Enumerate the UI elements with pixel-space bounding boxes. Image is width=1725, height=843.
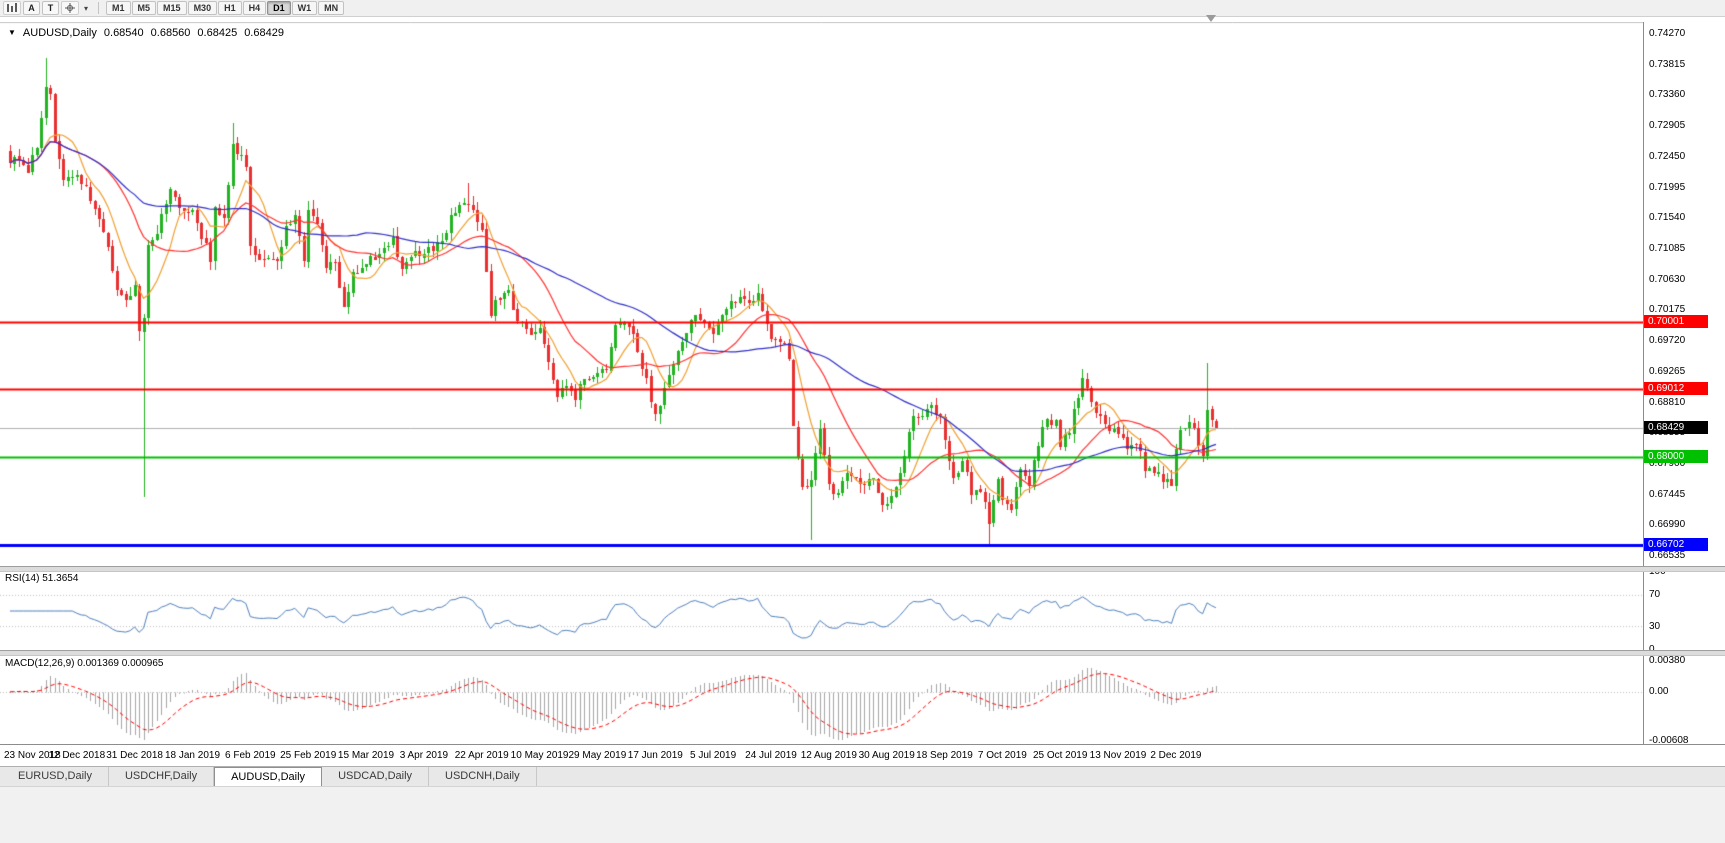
chart-symbol-label: AUDUSD,Daily	[22, 27, 97, 39]
price-axis-label: 0.72905	[1649, 120, 1686, 132]
price-axis-label: 0.73360	[1649, 89, 1686, 101]
rsi-indicator-label: RSI(14) 51.3654	[5, 573, 79, 584]
time-axis-label: 5 Jul 2019	[690, 750, 737, 761]
toolbar-button-t[interactable]: T	[42, 1, 59, 15]
price-axis-label: 0.69720	[1649, 335, 1686, 347]
current-price-tag: 0.68429	[1644, 421, 1708, 435]
time-axis-label: 25 Feb 2019	[280, 750, 337, 761]
time-axis-label: 22 Apr 2019	[454, 750, 509, 761]
ohlc-close-value: 0.68429	[244, 27, 284, 39]
price-axis-label: 0.72450	[1649, 150, 1686, 162]
window-footer	[0, 786, 1725, 843]
price-axis-label: 0.67445	[1649, 488, 1686, 500]
tab-usdcad-daily[interactable]: USDCAD,Daily	[322, 767, 430, 786]
chart-tab-bar: EURUSD,Daily USDCHF,Daily AUDUSD,Daily USDC…	[0, 766, 1725, 786]
time-axis-label: 25 Oct 2019	[1032, 750, 1088, 761]
tab-audusd-daily[interactable]: AUDUSD,Daily	[214, 767, 323, 786]
price-axis-label: 0.66990	[1649, 519, 1686, 531]
time-axis-label: 13 Nov 2019	[1089, 750, 1147, 761]
timeframe-button-h4[interactable]: H4	[242, 1, 267, 15]
time-axis-label: 31 Dec 2018	[106, 750, 163, 761]
macd-axis-label: 0.00380	[1649, 655, 1686, 667]
ohlc-open-value: 0.68540	[103, 27, 144, 39]
ohlc-low-value: 0.68425	[197, 27, 238, 39]
time-axis-label: 18 Sep 2019	[916, 750, 973, 761]
time-axis-label: 10 May 2019	[510, 750, 569, 761]
price-axis-label: 0.70630	[1649, 273, 1686, 285]
time-axis-label: 18 Jan 2019	[164, 750, 221, 761]
tab-usdchf-daily[interactable]: USDCHF,Daily	[109, 767, 215, 786]
rsi-axis-label: 70	[1649, 589, 1661, 601]
macd-indicator-label: MACD(12,26,9) 0.001369 0.000965	[5, 658, 164, 669]
rsi-axis-label: 30	[1649, 620, 1661, 632]
timeframe-toolbar: M1 M5 M15 M30 H1 H4 D1 W1 MN	[106, 1, 345, 15]
top-toolbar: A T ▾ M1 M5 M15 M30 H1 H4 D1 W1 MN	[0, 0, 1725, 17]
timeframe-button-mn[interactable]: MN	[318, 1, 345, 15]
time-axis[interactable]: 23 Nov 2018 12 Dec 2018 31 Dec 2018 18 Jan …	[0, 744, 1725, 766]
time-axis-label: 17 Jun 2019	[627, 750, 683, 761]
macd-axis-label: -0.00608	[1649, 734, 1689, 746]
price-axis[interactable]: 0.74270 0.73815 0.73360 0.72905 0.72450 0.719…	[1644, 22, 1725, 746]
price-level-tag: 0.70001	[1644, 315, 1708, 329]
price-axis-label: 0.71995	[1649, 181, 1686, 193]
chart-header: ▼ AUDUSD,Daily 0.68540 0.68560 0.68425 0…	[8, 27, 284, 39]
price-axis-label: 0.71540	[1649, 212, 1686, 224]
time-axis-label: 3 Apr 2019	[399, 750, 449, 761]
price-axis-label: 0.71085	[1649, 243, 1686, 254]
price-axis-border	[1643, 22, 1644, 744]
timeframe-button-w1[interactable]: W1	[291, 1, 318, 15]
collapse-chart-icon[interactable]: ▼	[8, 28, 16, 37]
price-axis-label: 0.68810	[1649, 396, 1686, 408]
tab-eurusd-daily[interactable]: EURUSD,Daily	[2, 767, 109, 786]
price-axis-label: 0.69265	[1649, 365, 1686, 377]
price-chart-canvas[interactable]	[0, 22, 1643, 744]
price-axis-label: 0.67900	[1649, 457, 1686, 469]
price-axis-label: 0.70175	[1649, 304, 1686, 316]
macd-axis-label: 0.00	[1649, 685, 1669, 697]
price-axis-label: 0.73815	[1649, 58, 1686, 70]
time-axis-label: 29 May 2019	[568, 750, 627, 761]
rsi-axis-label: 0	[1649, 644, 1655, 655]
timeframe-button-m1[interactable]: M1	[106, 1, 131, 15]
ohlc-high-value: 0.68560	[150, 27, 191, 39]
timeframe-button-d1[interactable]: D1	[267, 1, 291, 15]
crosshair-icon[interactable]	[61, 1, 79, 15]
price-axis-label: 0.74270	[1649, 28, 1686, 39]
price-level-tag: 0.68000	[1644, 450, 1708, 464]
timeframe-button-m15[interactable]: M15	[157, 1, 187, 15]
time-axis-label: 2 Dec 2019	[1150, 750, 1202, 761]
candlestick-chart-icon[interactable]	[3, 1, 21, 15]
time-axis-label: 23 Nov 2018	[4, 750, 61, 761]
toolbar-button-a[interactable]: A	[23, 1, 40, 15]
panel-divider-macd[interactable]	[0, 650, 1725, 656]
time-axis-label: 12 Dec 2018	[48, 750, 106, 761]
price-level-tag: 0.66702	[1644, 537, 1708, 551]
timeframe-button-h1[interactable]: H1	[218, 1, 242, 15]
price-axis-label: 0.66535	[1649, 550, 1686, 561]
time-axis-label: 12 Aug 2019	[800, 750, 857, 761]
timeframe-button-m5[interactable]: M5	[131, 1, 157, 15]
dropdown-arrow-icon[interactable]: ▾	[84, 3, 89, 13]
time-axis-label: 30 Aug 2019	[858, 750, 915, 761]
time-axis-label: 6 Feb 2019	[224, 750, 276, 761]
price-level-tag: 0.69012	[1644, 381, 1708, 395]
timeframe-button-m30[interactable]: M30	[187, 1, 218, 15]
time-axis-label: 15 Mar 2019	[337, 750, 395, 761]
tab-usdcnh-daily[interactable]: USDCNH,Daily	[429, 767, 537, 786]
chart-shift-marker[interactable]	[1206, 15, 1216, 22]
time-axis-label: 24 Jul 2019	[745, 750, 797, 761]
time-axis-label: 7 Oct 2019	[977, 750, 1027, 761]
panel-divider-rsi[interactable]	[0, 566, 1725, 572]
toolbar-separator	[98, 2, 100, 14]
